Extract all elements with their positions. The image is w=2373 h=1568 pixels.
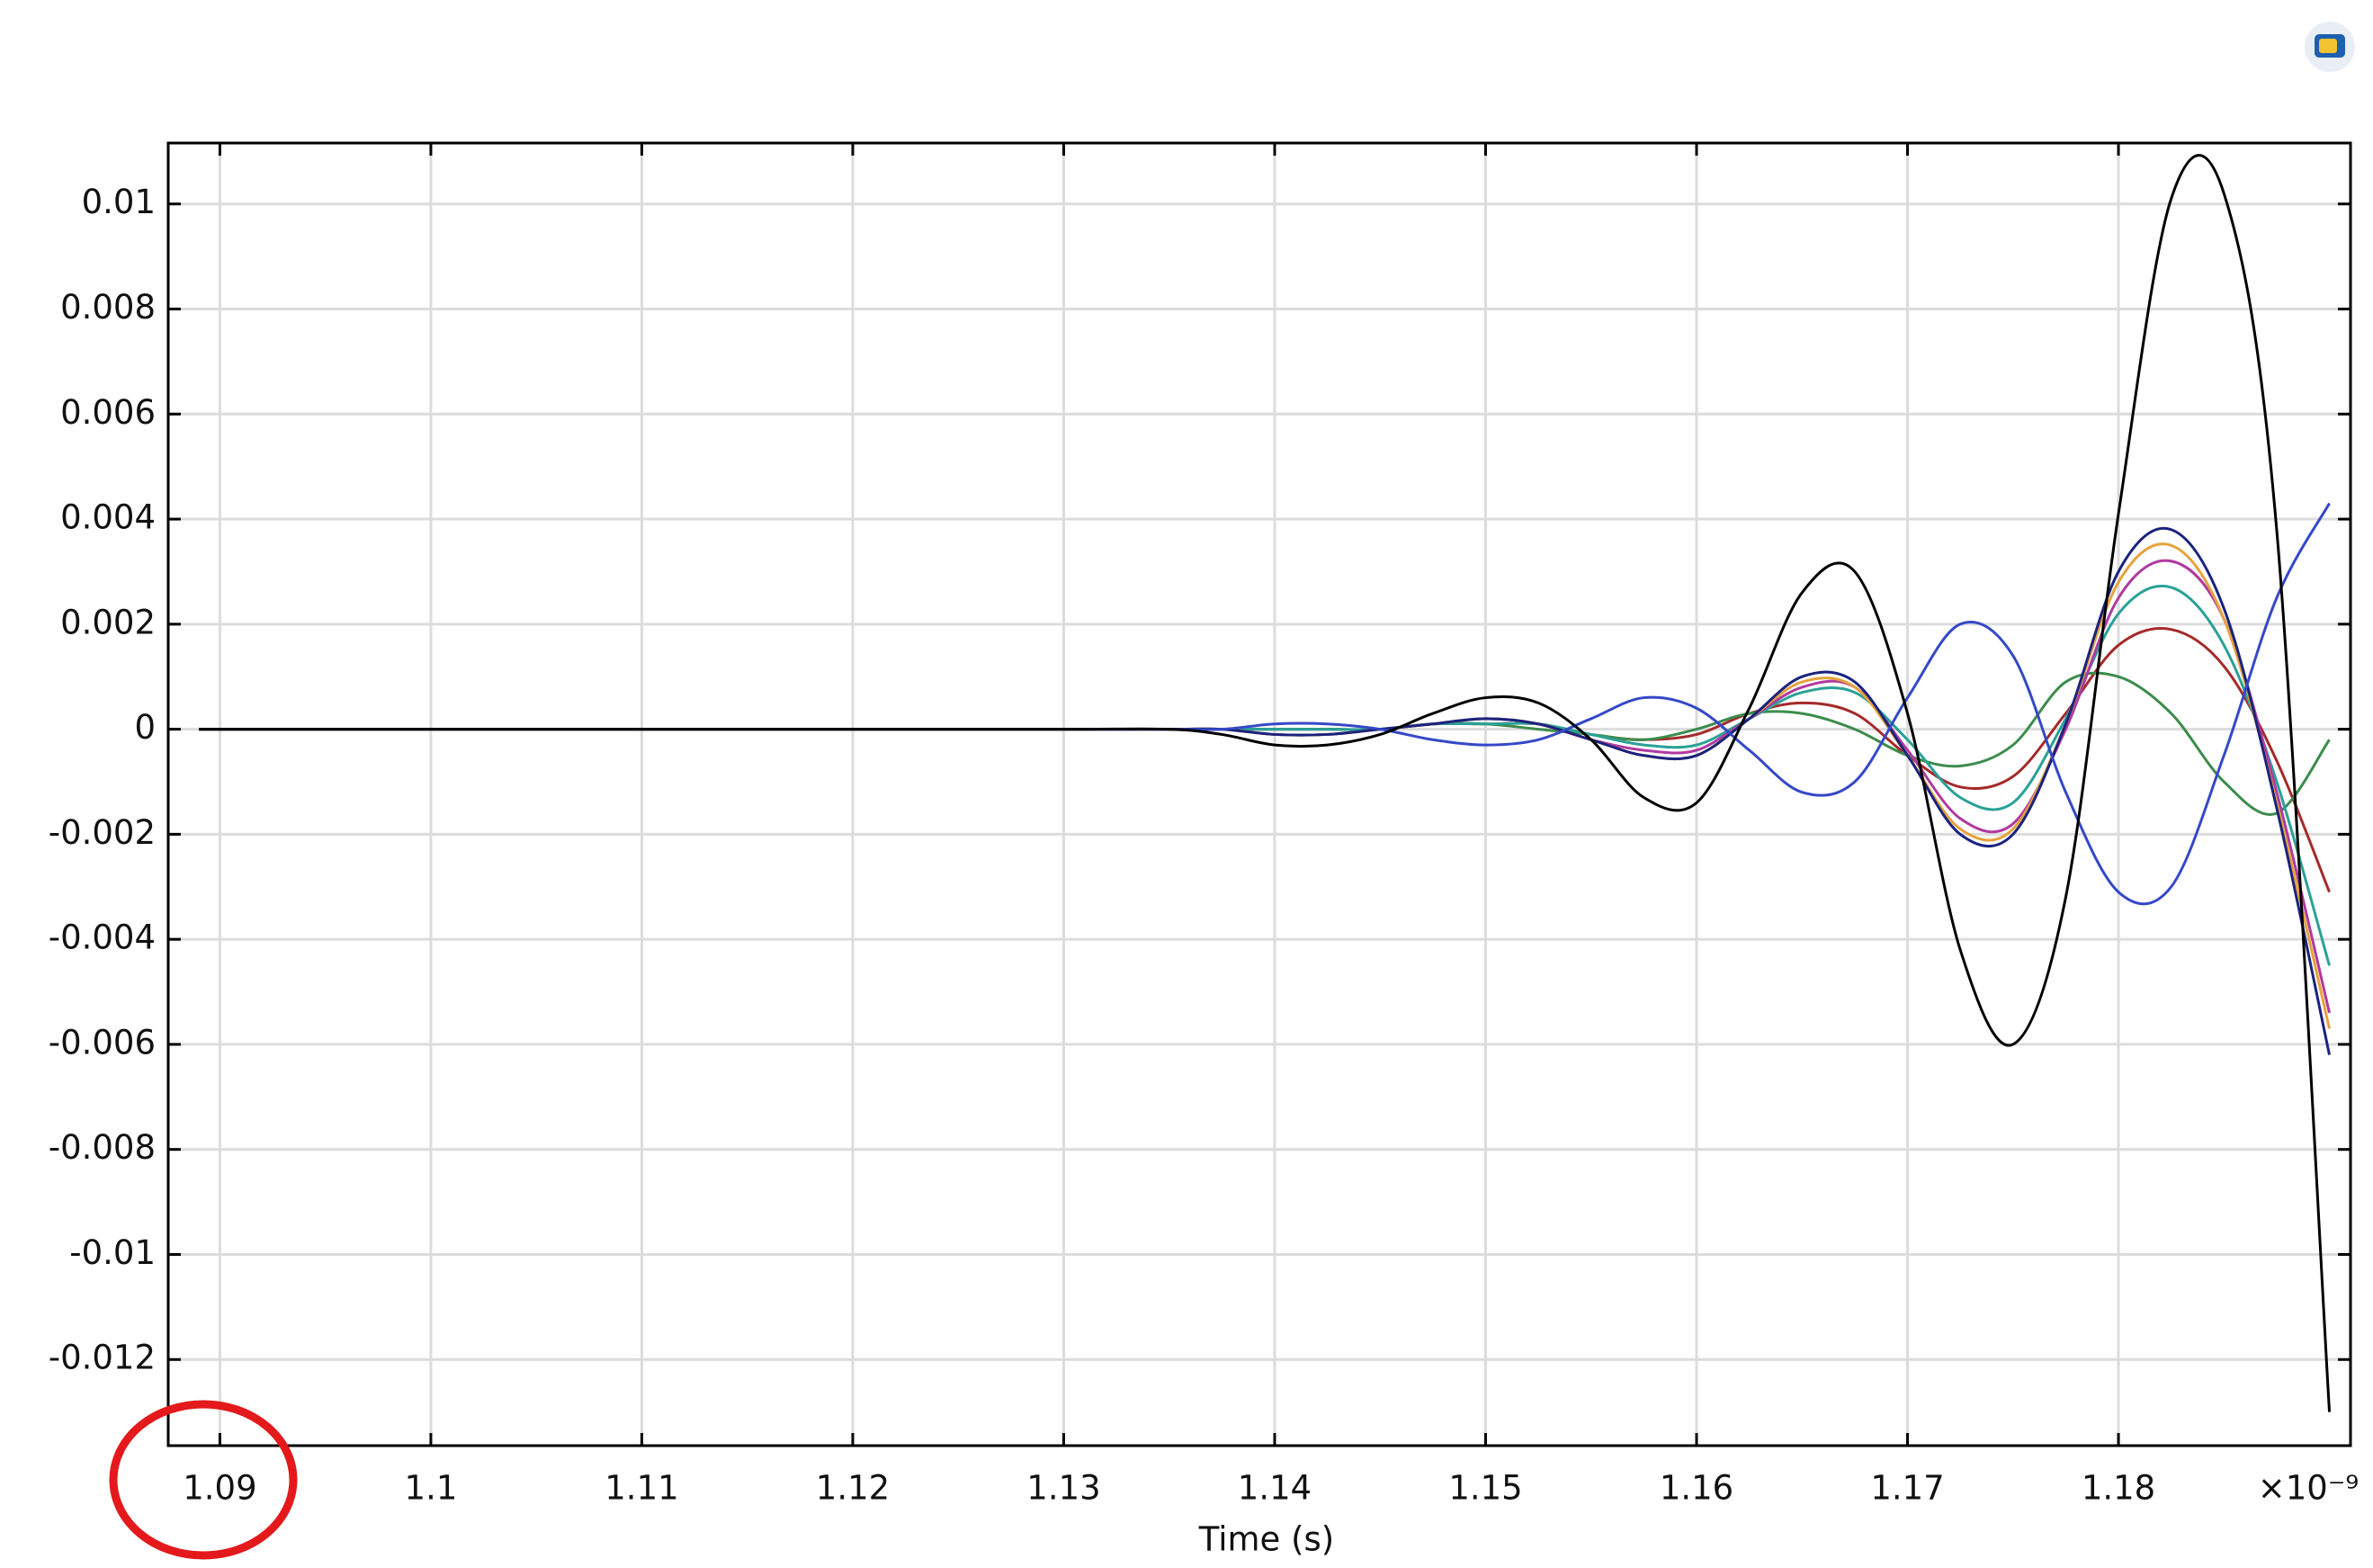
y-tick-label: -0.002 — [49, 813, 156, 852]
y-tick-label: 0.002 — [60, 603, 156, 641]
data-line — [199, 154, 2332, 1412]
y-tick-label: -0.004 — [49, 918, 156, 957]
x-tick-label: 1.12 — [816, 1469, 890, 1508]
data-line — [199, 526, 2332, 1055]
y-tick-label: -0.01 — [69, 1233, 156, 1272]
y-tick-label: 0 — [134, 708, 156, 747]
grid — [168, 143, 2351, 1446]
x-tick-label: 1.09 — [183, 1469, 256, 1508]
data-line — [199, 542, 2332, 1029]
x-multiplier: ×10⁻⁹ — [2258, 1469, 2359, 1508]
y-tick-label: 0.008 — [60, 288, 156, 327]
x-tick-label: 1.16 — [1660, 1469, 1733, 1508]
app-icon — [2305, 22, 2355, 72]
highlight-circle — [109, 1400, 298, 1560]
x-axis-title: Time (s) — [1198, 1520, 1334, 1559]
x-tick-label: 1.1 — [405, 1469, 458, 1508]
data-line — [199, 627, 2331, 893]
y-tick-label: -0.006 — [49, 1023, 156, 1062]
x-tick-label: 1.17 — [1870, 1469, 1944, 1508]
data-line — [199, 559, 2332, 1014]
x-tick-label: 1.11 — [604, 1469, 678, 1508]
x-tick-label: 1.14 — [1238, 1469, 1312, 1508]
y-tick-label: 0.004 — [60, 498, 156, 537]
y-tick-label: 0.01 — [82, 183, 156, 221]
y-tick-label: 0.006 — [60, 393, 156, 432]
y-tick-label: -0.012 — [49, 1339, 156, 1377]
axes: 1.09 1.1 1.11 1.12 1.13 1.14 1.15 1.16 1.17 1.18 0… — [49, 143, 2351, 1508]
data-line — [199, 584, 2331, 966]
y-tick-label: -0.008 — [49, 1128, 156, 1167]
x-tick-label: 1.15 — [1448, 1469, 1522, 1508]
x-tick-label: 1.18 — [2082, 1469, 2155, 1508]
data-line — [199, 502, 2331, 906]
plot-lines — [199, 154, 2332, 1412]
plot-frame — [166, 141, 2352, 1447]
x-tick-label: 1.13 — [1026, 1469, 1100, 1508]
